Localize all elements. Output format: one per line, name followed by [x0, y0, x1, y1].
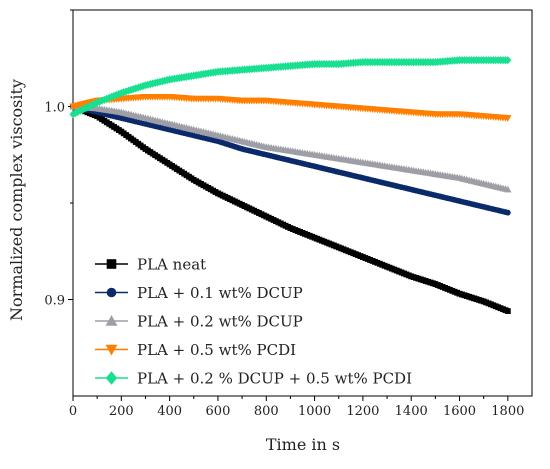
legend-label: PLA + 0.2 % DCUP + 0.5 wt% PCDI — [137, 370, 412, 388]
data-point — [504, 308, 511, 314]
series-4 — [69, 56, 512, 119]
y-axis-ticks: 0.9 1.0 — [44, 9, 73, 309]
x-tick-label: 1800 — [491, 404, 524, 419]
series-line — [72, 105, 509, 312]
x-tick-label: 200 — [109, 404, 134, 419]
y-tick-label: 1.0 — [44, 101, 65, 116]
x-tick-label: 1600 — [443, 404, 476, 419]
x-tick-label: 1400 — [395, 404, 428, 419]
x-tick-label: 400 — [157, 404, 182, 419]
x-tick-label: 800 — [254, 404, 279, 419]
x-tick-label: 600 — [206, 404, 231, 419]
x-axis-ticks: 0 200 400 600 800 1000 1200 1400 1600 1800 — [69, 396, 524, 419]
data-point — [504, 115, 512, 122]
series-0 — [70, 103, 511, 314]
x-tick-label: 1000 — [298, 404, 331, 419]
legend-marker — [105, 314, 118, 326]
legend-marker — [105, 344, 118, 356]
legend-marker — [106, 287, 117, 298]
legend-label: PLA + 0.2 wt% DCUP — [137, 313, 303, 331]
x-tick-label: 0 — [69, 404, 77, 419]
x-tick-label: 1200 — [346, 404, 379, 419]
series-1 — [70, 103, 511, 216]
legend-label: PLA + 0.1 wt% DCUP — [137, 284, 303, 302]
legend: PLA neat PLA + 0.1 wt% DCUP PLA + 0.2 wt% … — [95, 256, 412, 388]
series-2 — [69, 102, 512, 193]
legend-label: PLA + 0.5 wt% PCDI — [137, 341, 296, 359]
y-axis-title: Normalized complex viscosity — [7, 79, 26, 321]
data-point — [504, 209, 511, 216]
legend-marker — [106, 259, 117, 269]
series-layer — [69, 56, 512, 314]
x-axis-title: Time in s — [266, 435, 340, 454]
data-point — [504, 185, 512, 193]
legend-marker — [105, 371, 118, 385]
data-point — [504, 56, 512, 65]
series-3 — [69, 93, 512, 122]
legend-label: PLA neat — [137, 256, 206, 274]
y-tick-label: 0.9 — [44, 294, 65, 309]
